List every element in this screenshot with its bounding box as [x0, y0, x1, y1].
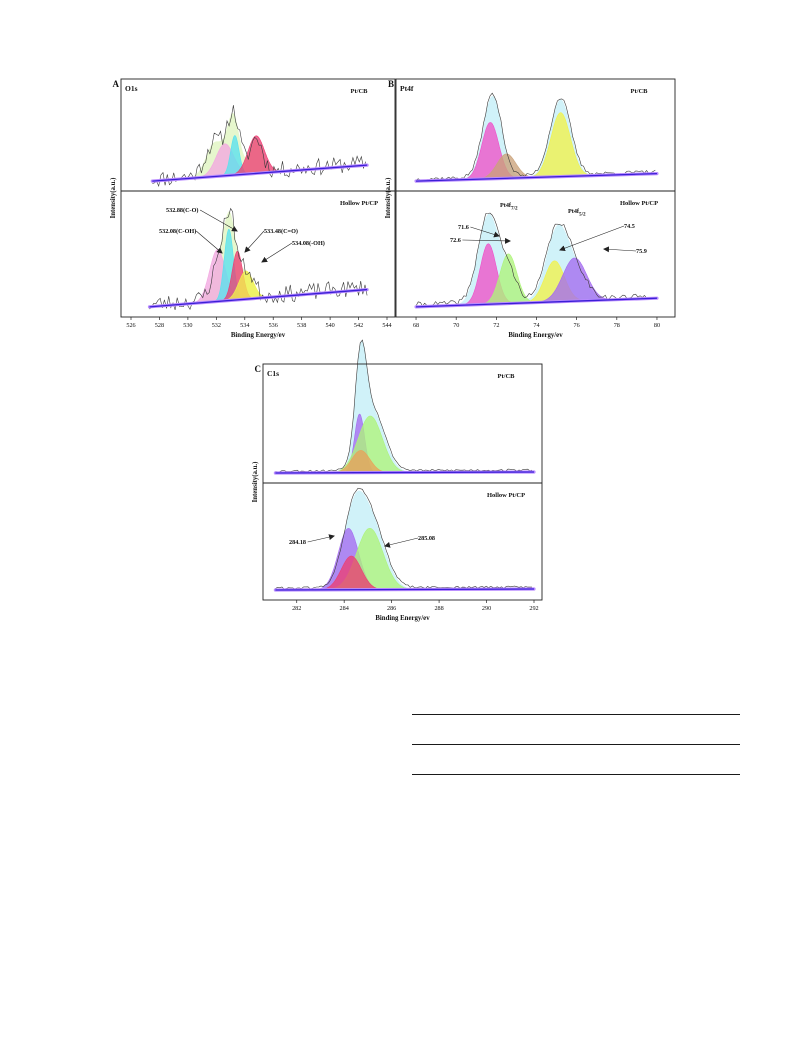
table-rule-top [412, 714, 740, 715]
peak-annotation: 75.9 [636, 248, 647, 255]
x-axis-title: Binding Energy/ev [375, 615, 430, 622]
panel-letter: B [388, 79, 394, 89]
annotation-arrow [603, 246, 637, 253]
x-tick-label: 540 [325, 322, 334, 329]
envelope-area [416, 213, 657, 307]
sample-label: Hollow Pt/CP [487, 492, 525, 499]
x-tick-label: 292 [529, 605, 538, 612]
x-tick-label: 76 [574, 322, 580, 329]
subplot-bottom: Hollow Pt/CP 532.88(C-O) 532.08(C-OH) 533.4… [147, 200, 378, 311]
x-tick-label: 530 [183, 322, 192, 329]
x-tick-label: 544 [382, 322, 391, 329]
peak-annotation: Pt4f5/2 [568, 208, 586, 218]
baseline-line [416, 297, 657, 308]
plot-frame [120, 78, 396, 318]
x-tick-label: 538 [297, 322, 306, 329]
baseline-line [416, 172, 657, 182]
raw-spectrum-line [275, 487, 532, 590]
peak-annotation: 534.08(-OH) [292, 240, 325, 247]
peak-annotation: 74.5 [624, 223, 635, 230]
peak-annotation: Pt4f7/2 [500, 202, 518, 212]
sample-label: Hollow Pt/CP [340, 200, 378, 207]
x-tick-label: 80 [654, 322, 660, 329]
peak-annotation: 72.6 [450, 237, 461, 244]
subplot-top: Pt/CB Pt4f [400, 84, 659, 183]
x-axis-title: Binding Energy/ev [508, 332, 563, 339]
component-peak-75.9 [512, 257, 637, 304]
y-axis-title: Intensity(a.u.) [385, 178, 392, 219]
annotation-arrow [196, 230, 223, 254]
annotation-arrow [244, 230, 265, 253]
annotation-arrow [199, 209, 238, 232]
annotation-arrow [462, 237, 511, 244]
x-tick-label: 72 [493, 322, 499, 329]
x-tick-label: 534 [240, 322, 249, 329]
plot-frame [395, 78, 676, 318]
sample-label: Hollow Pt/CP [620, 200, 658, 207]
x-tick-label: 542 [354, 322, 363, 329]
x-tick-label: 536 [269, 322, 278, 329]
x-tick-label: 74 [533, 322, 539, 329]
panel-a: A Pt/CB O1s Hollow Pt/CP 532.88(C-O) 532.08(C… [110, 78, 396, 339]
peak-annotation: 285.08 [418, 535, 435, 542]
annotation-arrow [470, 226, 500, 238]
raw-spectrum-line [415, 92, 656, 182]
y-axis-title: Intensity(a.u.) [252, 462, 259, 503]
baseline-line [149, 288, 368, 308]
peak-annotation: 71.6 [458, 224, 469, 231]
envelope-area [416, 96, 657, 182]
subplot-bottom: Hollow Pt/CP Pt4f7/2 Pt4f5/2 71.6 72.6 74.5 75… [414, 200, 659, 309]
raw-spectrum-line [149, 207, 368, 311]
peak-annotation: 533.48(C=O) [264, 228, 298, 235]
x-tick-label: 284 [340, 605, 349, 612]
x-tick-label: 68 [413, 322, 419, 329]
element-label: C1s [267, 369, 279, 378]
panel-letter: A [113, 79, 120, 89]
baseline-line [152, 164, 368, 182]
x-tick-label: 70 [453, 322, 459, 329]
panel-letter: C [255, 364, 262, 374]
x-tick-label: 526 [126, 322, 135, 329]
sample-label: Pt/CB [631, 88, 649, 95]
peak-annotation: 284.18 [289, 539, 306, 546]
x-tick-label: 78 [614, 322, 620, 329]
envelope-area [275, 341, 534, 473]
raw-spectrum-line [275, 339, 533, 473]
baseline-line [275, 471, 535, 474]
peak-annotation: 532.88(C-O) [166, 207, 198, 214]
annotation-arrow [261, 242, 293, 263]
x-tick-label: 282 [292, 605, 301, 612]
subplot-top: Pt/CB C1s [267, 339, 536, 475]
sample-label: Pt/CB [351, 88, 369, 95]
element-label: O1s [125, 84, 138, 93]
peak-annotation: 532.08(C-OH) [159, 228, 196, 235]
baseline-line [275, 588, 535, 591]
x-tick-label: 286 [387, 605, 396, 612]
subplot-top: Pt/CB O1s [125, 84, 369, 187]
x-tick-label: 290 [482, 605, 491, 612]
sample-label: Pt/CB [498, 373, 516, 380]
table-rule-middle [412, 744, 740, 745]
plot-frame [262, 363, 543, 601]
panel-b: B Pt/CB Pt4f Hollow Pt/CP Pt4f7/2 Pt4f5/2 71.6… [385, 78, 676, 339]
x-tick-label: 532 [212, 322, 221, 329]
subplot-bottom: Hollow Pt/CP 284.18 285.08 [273, 487, 536, 592]
x-axis-title: Binding Energy/ev [231, 332, 286, 339]
raw-spectrum-line [415, 212, 656, 308]
x-tick-label: 288 [434, 605, 443, 612]
panel-c: C Pt/CB C1s Hollow Pt/CP 284.18 285.08 282 284 2… [252, 339, 543, 622]
annotation-arrow [384, 537, 419, 548]
annotation-arrow [307, 534, 335, 543]
element-label: Pt4f [400, 84, 414, 93]
component-peak-75.2 [509, 112, 612, 179]
x-tick-label: 528 [155, 322, 164, 329]
table-rule-bottom [412, 774, 740, 775]
y-axis-title: Intensity(a.u.) [110, 178, 117, 219]
annotation-arrow [559, 225, 625, 252]
